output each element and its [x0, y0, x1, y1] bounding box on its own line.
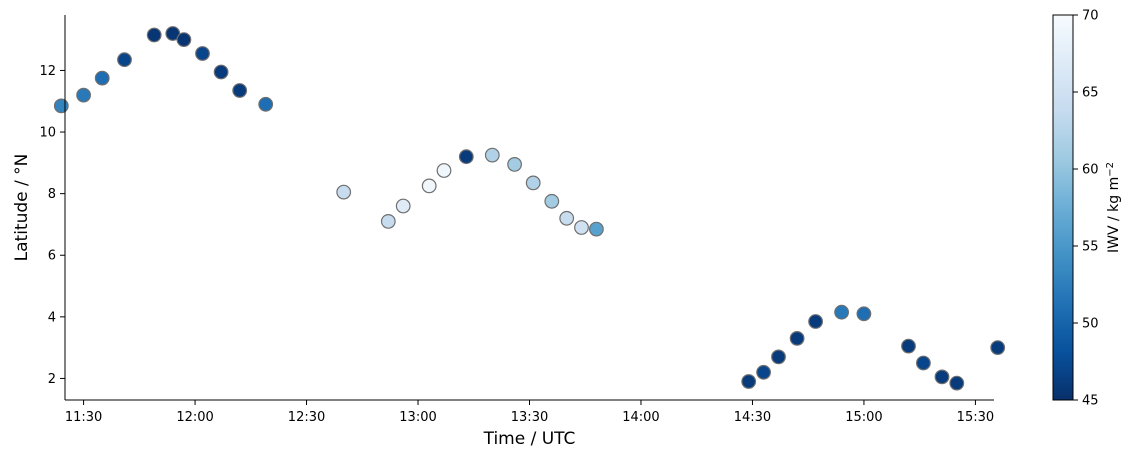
x-axis-title: Time / UTC: [483, 429, 576, 449]
data-point: [789, 331, 805, 346]
x-tick-label: 11:30: [65, 410, 102, 425]
x-tick-label: 12:30: [288, 410, 325, 425]
y-tick-label: 2: [48, 372, 56, 387]
x-tick-label: 15:00: [845, 410, 882, 425]
x-tick-label: 12:00: [176, 410, 213, 425]
data-point: [525, 175, 541, 191]
data-point: [901, 338, 916, 354]
data-point: [195, 46, 210, 61]
data-point: [559, 210, 575, 226]
data-point: [808, 314, 823, 329]
colorbar-title-exponent: −2: [1105, 162, 1116, 177]
colorbar-ticks: 45 50 55 60 65 70: [1073, 9, 1099, 409]
data-point: [421, 178, 437, 194]
data-point: [53, 98, 69, 114]
data-point: [395, 198, 411, 214]
data-point: [484, 147, 500, 163]
data-point: [165, 26, 181, 41]
data-point: [949, 375, 965, 391]
x-tick-label: 14:00: [622, 410, 659, 425]
axes-layer: 11:30 12:00 12:30 13:00 13:30 14:00 14:30 15:00…: [39, 15, 994, 425]
x-tick-label: 15:30: [957, 410, 994, 425]
colorbar-title: IWV / kg m−2: [1105, 162, 1123, 253]
data-point: [436, 163, 452, 178]
colorbar-tick-label: 55: [1082, 240, 1099, 255]
data-point: [380, 213, 396, 229]
colorbar-tick-label: 60: [1082, 163, 1099, 178]
colorbar-tick-label: 50: [1082, 317, 1099, 332]
data-point: [934, 369, 950, 385]
data-point: [213, 64, 229, 80]
data-point: [771, 349, 786, 365]
data-point: [574, 220, 589, 235]
points-layer: [53, 26, 1006, 391]
data-point: [176, 32, 192, 47]
data-point: [507, 156, 522, 172]
colorbar-tick-label: 70: [1082, 9, 1099, 24]
data-point: [458, 149, 474, 165]
data-point: [834, 304, 849, 320]
data-point: [756, 364, 771, 380]
data-point: [856, 306, 872, 322]
colorbar-tick-label: 65: [1082, 86, 1099, 101]
data-point: [916, 355, 931, 371]
colorbar-title-text: IWV / kg m: [1106, 177, 1122, 253]
y-tick-label: 10: [39, 126, 56, 141]
data-point: [258, 96, 274, 112]
y-tick-label: 6: [48, 249, 56, 264]
data-point: [741, 374, 757, 389]
y-tick-label: 12: [39, 64, 56, 79]
x-tick-label: 14:30: [734, 410, 771, 425]
data-point: [589, 221, 604, 237]
data-point: [94, 70, 110, 86]
y-tick-label: 4: [48, 310, 56, 325]
x-tick-label: 13:30: [511, 410, 548, 425]
data-point: [336, 184, 352, 200]
data-point: [990, 340, 1006, 356]
data-point: [146, 27, 162, 43]
data-point: [76, 87, 91, 103]
data-point: [544, 193, 560, 209]
colorbar: [1052, 14, 1074, 401]
data-point: [232, 83, 248, 98]
data-point: [117, 52, 132, 68]
y-axis-title: Latitude / °N: [12, 154, 32, 262]
colorbar-tick-label: 45: [1082, 394, 1099, 409]
x-tick-label: 13:00: [399, 410, 436, 425]
y-tick-label: 8: [48, 187, 56, 202]
